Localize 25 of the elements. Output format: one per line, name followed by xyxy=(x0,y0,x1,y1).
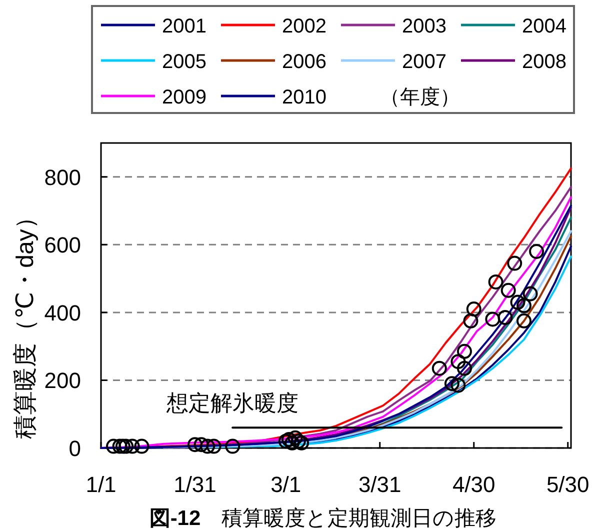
legend-label: 2010 xyxy=(282,86,326,108)
x-tick-label: 3/31 xyxy=(358,472,402,497)
legend-label: 2008 xyxy=(522,51,566,73)
legend-label: 2001 xyxy=(162,16,206,38)
legend-label: 2006 xyxy=(282,51,326,73)
y-tick-label: 400 xyxy=(44,300,81,326)
legend-label: 2009 xyxy=(162,86,206,108)
legend-label: 2004 xyxy=(522,16,566,38)
legend-label: 2002 xyxy=(282,16,326,38)
y-tick-label: 800 xyxy=(44,164,81,190)
x-tick-label: 5/30 xyxy=(546,472,590,497)
annotation: 想定解氷暖度 xyxy=(166,390,299,416)
y-tick-label: 600 xyxy=(44,232,81,258)
legend-label: 2007 xyxy=(402,51,446,73)
y-axis-title: 積算暖度（℃・day） xyxy=(12,205,39,439)
legend-title: （年度） xyxy=(380,86,460,108)
x-tick-label: 1/31 xyxy=(174,472,216,497)
y-tick-label: 0 xyxy=(68,436,81,461)
legend-label: 2003 xyxy=(402,16,446,38)
x-tick-label: 1/1 xyxy=(86,472,116,497)
x-tick-label: 3/1 xyxy=(270,472,302,497)
legend-label: 2005 xyxy=(162,51,206,73)
y-tick-label: 200 xyxy=(44,368,81,394)
x-tick-label: 4/30 xyxy=(452,472,496,497)
text: 図-12 積算暖度と定期観測日の推移 xyxy=(149,507,497,530)
